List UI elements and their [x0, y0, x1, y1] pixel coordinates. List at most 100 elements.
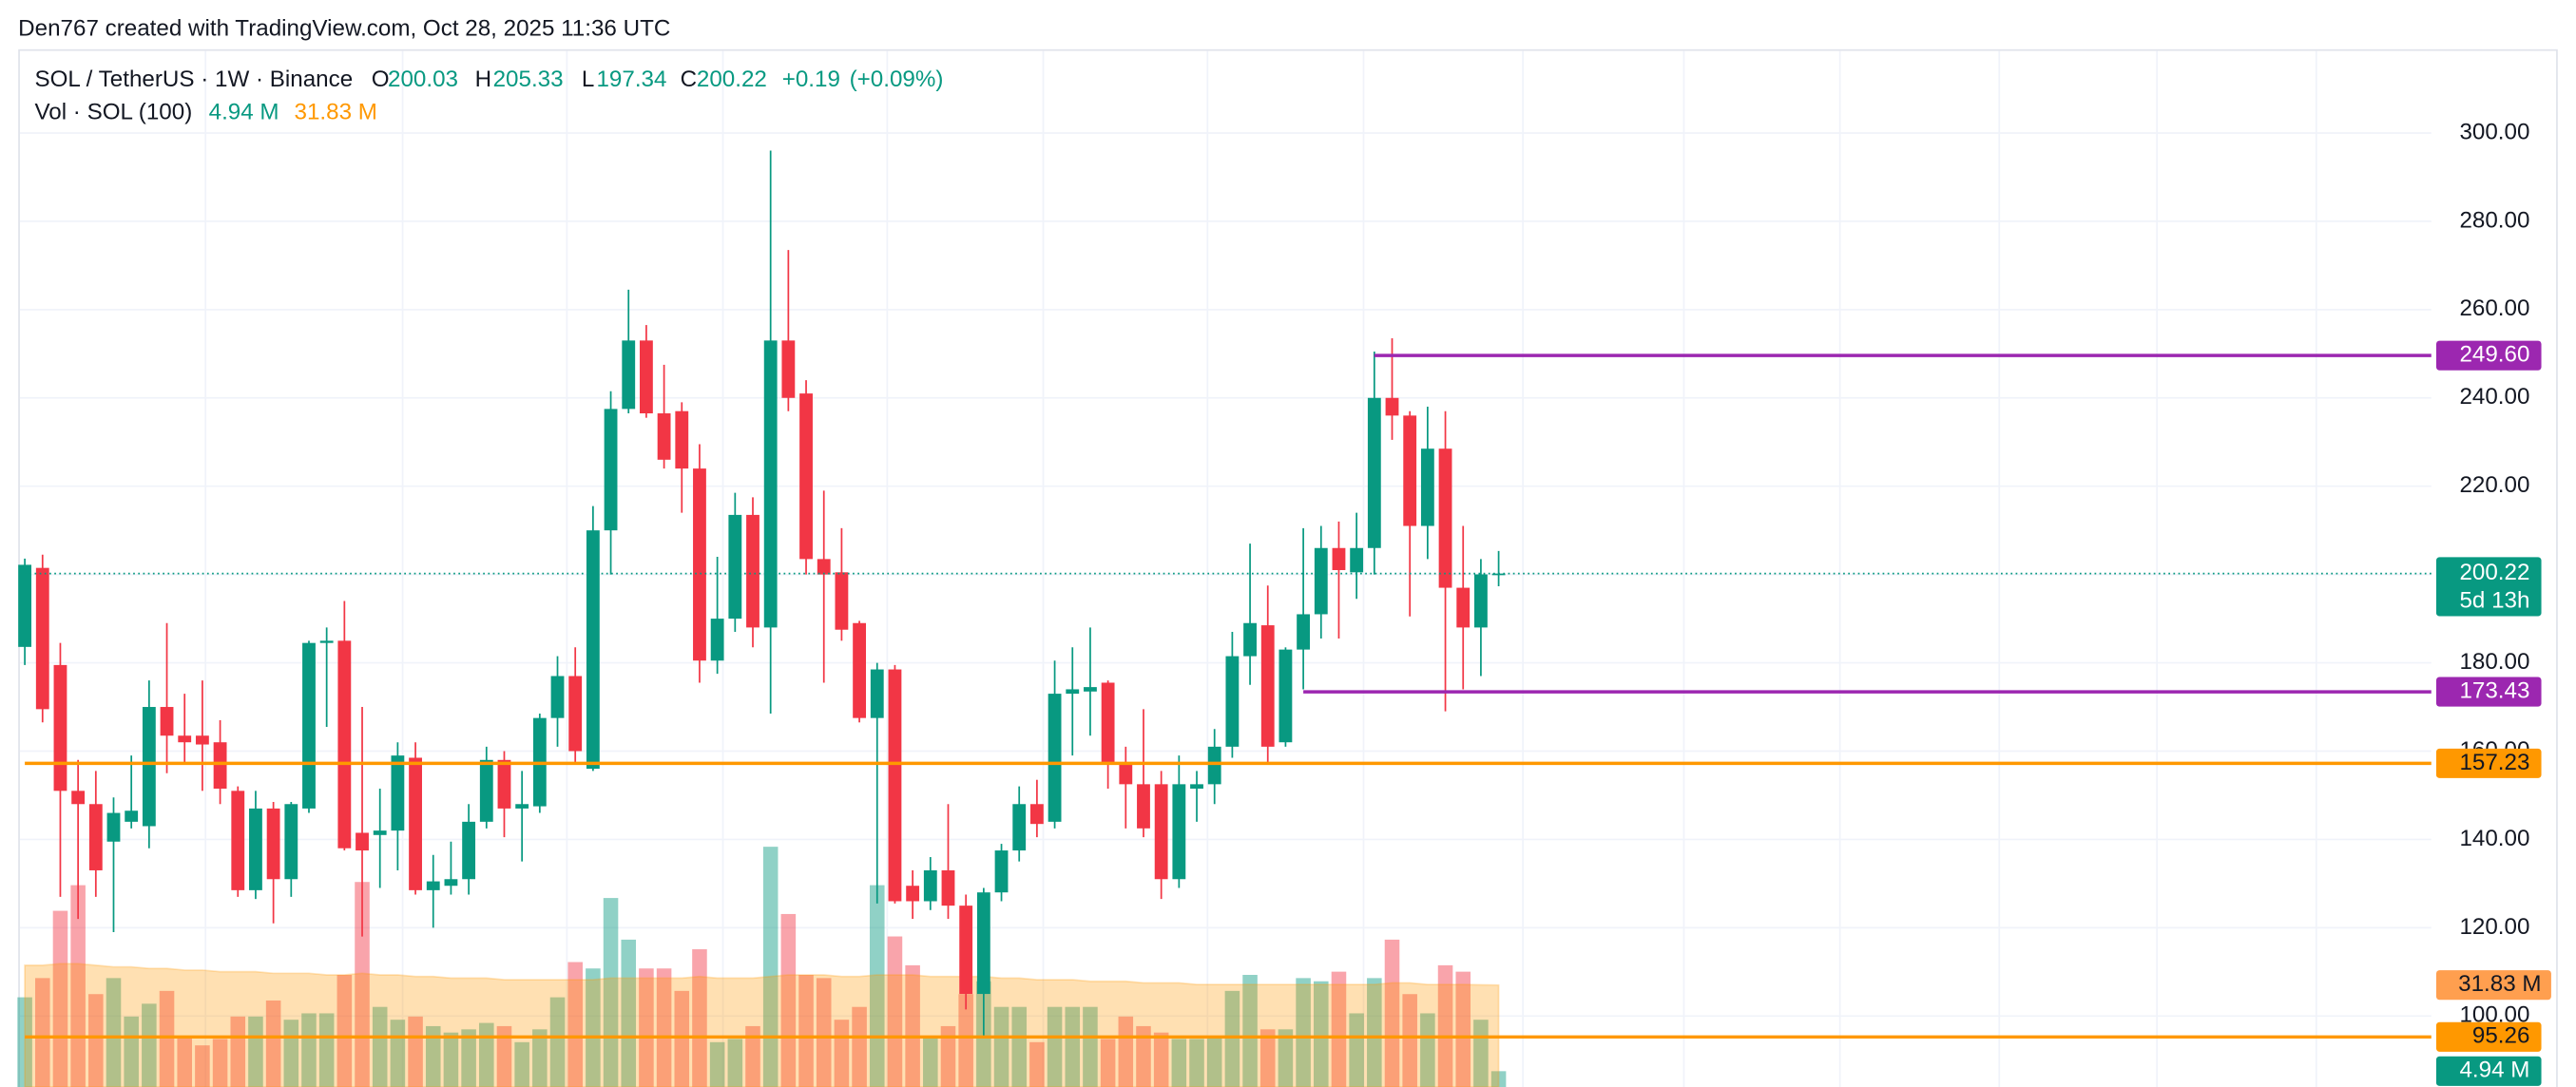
candle-body: [906, 886, 920, 902]
candle-body: [462, 821, 476, 880]
volume-ma-area: [24, 963, 1500, 1087]
candle-body: [356, 832, 369, 851]
candle-body: [195, 735, 209, 745]
volume-bar: [639, 968, 654, 1087]
vertical-grid: [204, 50, 2317, 1087]
candle-body: [693, 468, 706, 661]
candle-body: [728, 514, 742, 620]
candle-body: [781, 340, 796, 398]
volume-bar: [212, 1039, 228, 1087]
y-tick-label: 140.00: [2459, 826, 2529, 851]
volume-name: Vol · SOL (100): [34, 100, 192, 125]
change-label: +0.19: [782, 67, 840, 92]
candle-body: [1012, 804, 1027, 851]
y-tick-label: 220.00: [2459, 472, 2529, 498]
volume-bar: [1490, 1071, 1507, 1087]
volume-bar: [1331, 971, 1347, 1087]
volume-bar: [1065, 1006, 1081, 1087]
legend-field-name: O: [372, 67, 390, 92]
volume-bar: [1420, 1013, 1435, 1087]
volume-bar: [1402, 994, 1417, 1087]
level-label: 249.60: [2459, 342, 2529, 368]
candle-body: [409, 757, 422, 890]
volume-bar: [177, 1036, 192, 1087]
volume-bar: [1242, 975, 1258, 1087]
candle-body: [106, 812, 121, 842]
volume-bar: [318, 1013, 335, 1087]
volume-bar: [656, 968, 672, 1087]
volume-bar: [1349, 1013, 1364, 1087]
candle-body: [710, 619, 724, 661]
volume-bar: [1314, 981, 1329, 1087]
change-pct-label: (+0.09%): [850, 67, 944, 92]
volume-bar: [1437, 964, 1453, 1087]
volume-bar: [248, 1016, 263, 1087]
candle-body: [1456, 587, 1471, 628]
candle-body: [125, 810, 139, 822]
candle-body: [1243, 622, 1257, 657]
volume-bar: [124, 1016, 139, 1087]
volume-bar: [621, 939, 637, 1087]
candle-body: [160, 707, 174, 736]
level-label: 157.23: [2459, 750, 2529, 775]
volume-bar: [88, 994, 104, 1087]
candle-body: [657, 413, 671, 460]
volume-bar: [1153, 1032, 1169, 1087]
volume-bar: [514, 1041, 529, 1087]
symbol-label: SOL / TetherUS · 1W · Binance: [34, 67, 353, 92]
volume-bar: [159, 990, 175, 1087]
candle-body: [1403, 415, 1417, 526]
legend-field-name: H: [475, 67, 491, 92]
last-price-label: 200.22: [2459, 560, 2529, 585]
volume-bar: [1384, 939, 1400, 1087]
candle-body: [284, 804, 298, 880]
candle-body: [1367, 397, 1381, 548]
volume-bar: [1029, 1041, 1045, 1087]
volume-bar: [923, 1036, 938, 1087]
volume-bar: [1011, 1006, 1027, 1087]
volume-bar: [940, 1025, 956, 1087]
candle-body: [1474, 574, 1488, 628]
volume-bar: [496, 1025, 512, 1087]
volume-bar: [425, 1025, 441, 1087]
y-tick-label: 180.00: [2459, 649, 2529, 675]
volume-bar: [17, 997, 32, 1087]
candle-body: [1278, 649, 1293, 743]
volume-bar: [372, 1006, 388, 1087]
candle-body: [1119, 762, 1133, 785]
candle-body: [231, 791, 245, 890]
volume-ma-scale-label: 31.83 M: [2458, 971, 2541, 997]
volume-bar: [745, 1025, 760, 1087]
candle-body: [213, 742, 227, 789]
countdown-label: 5d 13h: [2459, 587, 2529, 613]
candle-body: [586, 530, 600, 770]
candle-body: [1066, 689, 1080, 695]
volume-bar: [852, 1006, 867, 1087]
candle-body: [746, 514, 759, 628]
volume-bar: [780, 913, 797, 1087]
volume-bar: [1171, 1039, 1187, 1087]
candle-body: [976, 892, 990, 995]
level-box: [2435, 677, 2542, 707]
candle-body: [142, 707, 156, 827]
candle-body: [319, 640, 334, 643]
volume-bar: [958, 994, 973, 1087]
volume-bar: [1118, 1016, 1134, 1087]
candle-body: [853, 622, 867, 718]
volume-bar: [1259, 1029, 1276, 1087]
candle-body: [426, 881, 440, 890]
candle-body: [515, 804, 529, 809]
candle-body: [249, 808, 262, 890]
volume-bar: [1278, 1029, 1294, 1087]
volume-bar: [301, 1013, 317, 1087]
candle-body: [444, 879, 458, 887]
legend-field-name: C: [681, 67, 697, 92]
legend-field-name: L: [582, 67, 594, 92]
candle-body: [835, 572, 849, 630]
volume-bar: [1296, 978, 1311, 1087]
candle-body: [550, 676, 565, 718]
candle-body: [497, 759, 511, 809]
volume-bar: [1083, 1006, 1098, 1087]
candle-body: [337, 640, 352, 849]
